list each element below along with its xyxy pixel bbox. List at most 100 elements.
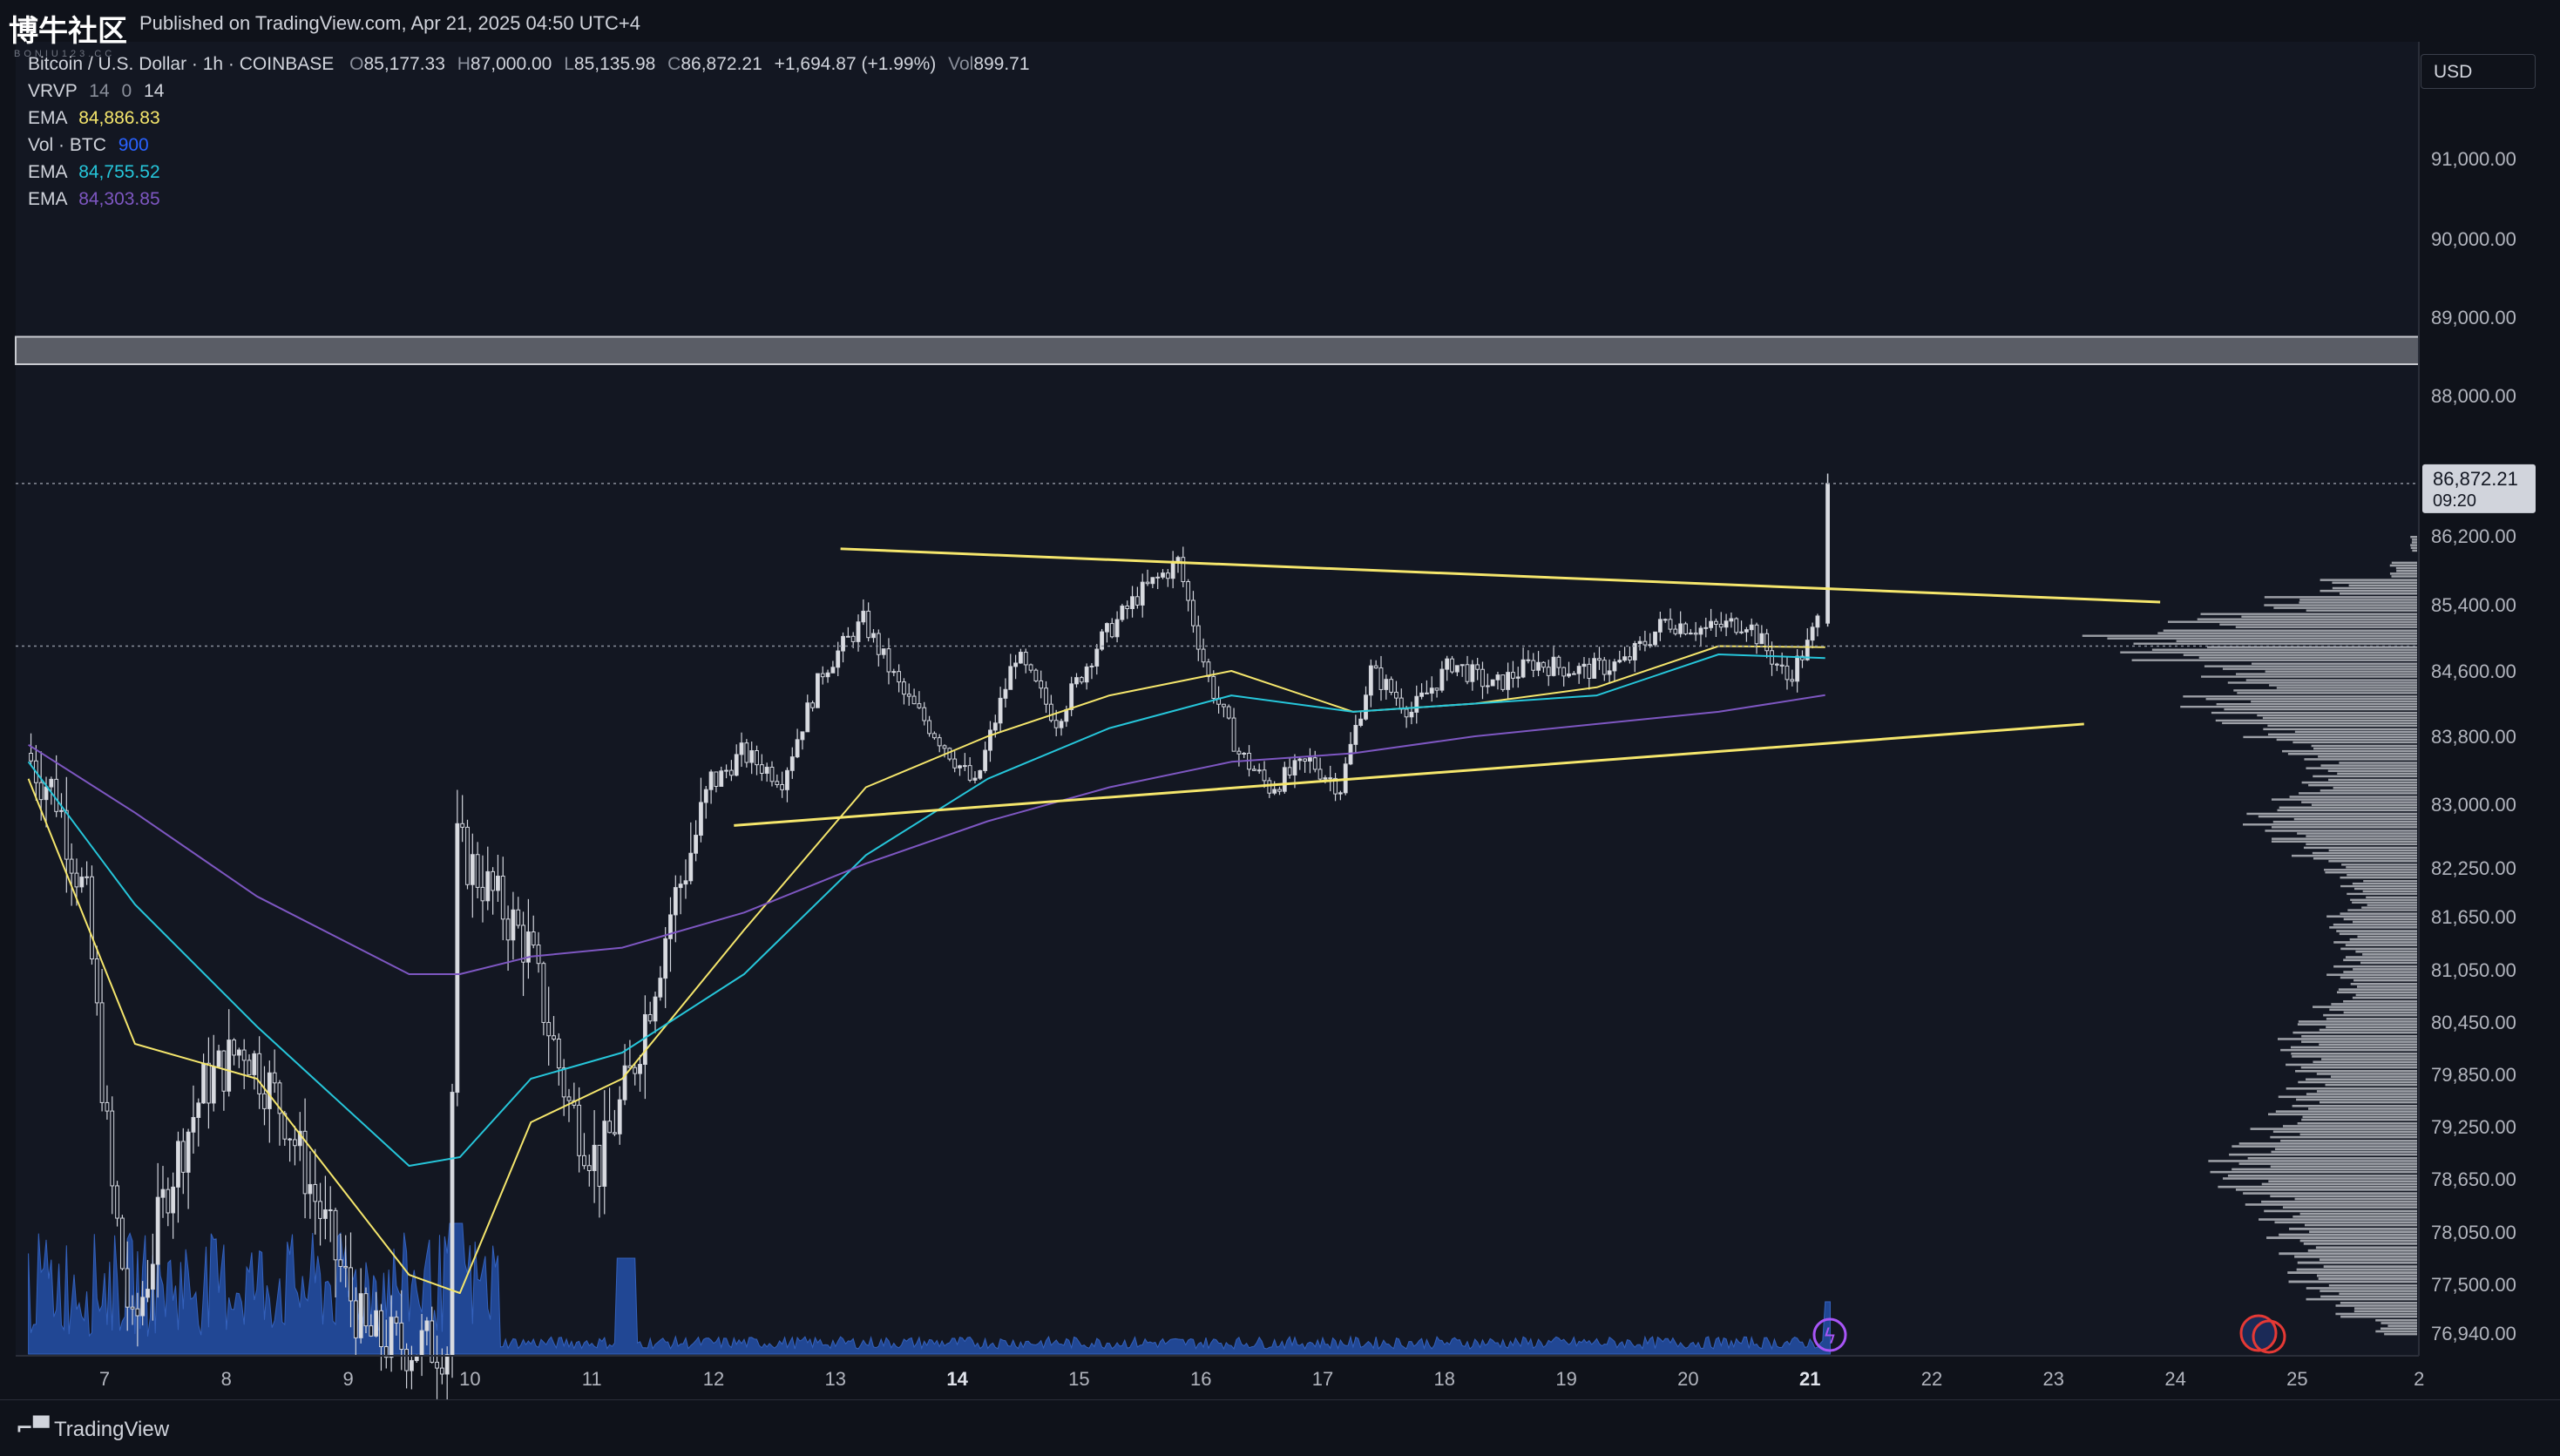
candle-up — [1019, 652, 1023, 664]
candle-down — [1561, 667, 1567, 677]
candle-up — [1114, 619, 1120, 638]
candle-up — [1506, 672, 1511, 690]
symbol-title[interactable]: Bitcoin / U.S. Dollar · 1h · COINBASE — [28, 54, 335, 74]
candle-up — [308, 1183, 313, 1195]
flash-event-icon[interactable] — [1812, 1317, 1847, 1352]
candle-up — [1059, 721, 1064, 728]
time-axis[interactable]: 7 8 9 10 11 12 13 14 15 16 17 18 19 20 21 22 23 24 25 2 — [99, 1368, 2424, 1390]
us-flag-event-icon[interactable] — [2239, 1314, 2278, 1352]
candle-down — [353, 1300, 358, 1338]
candle-up — [1150, 577, 1155, 585]
candle-down — [1145, 581, 1150, 585]
candle-up — [749, 750, 755, 763]
volume-profile-bar — [2272, 1130, 2417, 1134]
ema-line-2[interactable] — [27, 654, 1825, 1167]
volume-profile-bar — [2363, 880, 2417, 883]
candle-down — [1231, 717, 1236, 752]
volume-profile-bar — [2340, 884, 2417, 888]
candle-down — [1206, 661, 1211, 677]
candle-down — [566, 1096, 572, 1101]
y-tick-label: 84,600.00 — [2431, 660, 2516, 682]
trendline-lower[interactable] — [734, 722, 2084, 827]
candle-up — [1064, 708, 1069, 722]
candle-up — [1094, 648, 1100, 667]
volume-profile-bar — [2356, 985, 2417, 988]
candle-down — [1251, 769, 1256, 771]
volume-profile-bar — [2391, 575, 2417, 578]
candle-down — [207, 1062, 211, 1104]
volume-profile-bar — [2343, 1000, 2417, 1003]
vrvp-c: 14 — [144, 81, 165, 101]
candle-up — [1140, 581, 1145, 606]
candle-up — [1439, 668, 1445, 691]
ema-line-3[interactable] — [28, 694, 1825, 975]
volume-profile-bar — [2336, 930, 2417, 932]
legend-ema3-row[interactable]: EMA 84,303.85 — [28, 189, 160, 210]
candle-down — [241, 1049, 247, 1061]
candle-up — [1657, 619, 1663, 633]
candle-down — [516, 909, 521, 926]
volume-profile-bar — [2131, 659, 2417, 661]
volume-profile-bar — [2238, 1162, 2417, 1165]
candle-down — [1450, 658, 1454, 673]
volume-profile-bar — [2257, 714, 2417, 717]
resistance-zone[interactable] — [15, 335, 2420, 365]
volume-profile-bar — [2268, 1113, 2417, 1116]
volume-profile-bar — [2343, 971, 2417, 973]
volume-profile-bar — [2316, 1090, 2417, 1093]
candle-up — [155, 1196, 160, 1265]
legend-ema1-row[interactable]: EMA 84,886.83 — [28, 108, 160, 129]
x-tick-label: 17 — [1312, 1368, 1333, 1390]
volume-profile-bar — [2297, 1122, 2417, 1125]
y-tick-label: 82,250.00 — [2431, 857, 2516, 879]
candle-up — [881, 648, 886, 655]
volume-profile-bar — [2301, 1040, 2417, 1043]
volume-profile-bar — [2227, 681, 2417, 684]
candle-down — [1500, 674, 1506, 690]
candle-up — [236, 1049, 241, 1056]
candle-up — [724, 769, 728, 772]
top-bar — [0, 0, 2560, 42]
legend-vrvp-row[interactable]: VRVP 14 0 14 — [28, 81, 164, 102]
volume-profile-bar — [2304, 758, 2417, 761]
candle-down — [166, 1189, 171, 1214]
candle-down — [1109, 623, 1114, 638]
candle-down — [119, 1217, 125, 1270]
volume-profile-bar — [2302, 1115, 2417, 1119]
candle-down — [262, 1093, 267, 1109]
x-tick-label: 18 — [1434, 1368, 1455, 1390]
event-icon[interactable] — [2252, 1319, 2286, 1354]
y-tick-label: 76,940.00 — [2431, 1323, 2516, 1344]
volume-profile-bar — [2299, 1239, 2417, 1243]
candle-up — [1414, 695, 1419, 713]
volume-profile-bar — [2280, 1140, 2417, 1142]
legend-ema2-row[interactable]: EMA 84,755.52 — [28, 162, 160, 183]
currency-selector[interactable]: USD — [2421, 54, 2536, 89]
candle-up — [1256, 769, 1262, 772]
ema-line-1[interactable] — [27, 645, 1825, 1294]
volume-profile-bar — [2323, 1013, 2417, 1017]
candle-down — [1226, 706, 1231, 719]
legend-vol-row[interactable]: Vol · BTC 900 — [28, 135, 149, 156]
candle-up — [1653, 631, 1657, 646]
events-icons[interactable]: ϟ — [1812, 1314, 2286, 1354]
volume-profile-bar — [2387, 1324, 2417, 1327]
volume-profile-bar — [2133, 642, 2417, 645]
candle-up — [617, 1099, 622, 1134]
candle-up — [1617, 660, 1622, 663]
volume-profile-bar — [2340, 1302, 2417, 1304]
volume-profile-bar — [2232, 1145, 2417, 1148]
volume-profile-bar — [2280, 1048, 2417, 1052]
price-axis[interactable]: 91,000.00 90,000.00 89,000.00 88,000.00 86,2… — [2431, 148, 2516, 1344]
volume-profile-bar — [2197, 618, 2417, 620]
candle-up — [1612, 661, 1617, 672]
candle-down — [1023, 652, 1028, 666]
trendlines-layer[interactable] — [734, 547, 2161, 827]
candle-up — [444, 1354, 450, 1375]
volume-profile-bar — [2320, 789, 2417, 792]
volume-profile-bar — [2270, 1135, 2417, 1139]
trendline-upper[interactable] — [840, 547, 2161, 604]
y-tick-label: 77,500.00 — [2431, 1274, 2516, 1296]
volume-profile-bar — [2301, 1118, 2417, 1121]
